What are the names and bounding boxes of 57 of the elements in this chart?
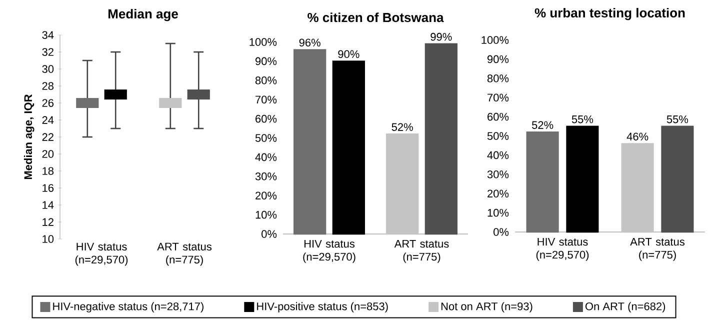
data-label: 90% [338, 50, 360, 58]
y-tick-label: 0% [494, 228, 509, 236]
y-tick-label: 20 [42, 150, 54, 158]
y-tick-label: 20% [488, 190, 509, 198]
y-tick-label: 50% [487, 132, 509, 140]
legend-label: On ART (n=682) [585, 302, 666, 312]
y-tick-label: 16 [42, 184, 54, 192]
data-label: 46% [626, 132, 648, 140]
y-tick-label: 34 [42, 31, 54, 39]
y-tick-label: 70% [256, 96, 277, 104]
y-tick-label: 80% [255, 76, 277, 84]
y-tick-label: 30% [487, 170, 509, 178]
y-tick-label: 20% [256, 192, 277, 200]
y-tick-label: 10 [42, 235, 54, 243]
y-tick-label: 40% [255, 153, 277, 162]
y-tick-label: 26 [42, 99, 54, 107]
data-label: 52% [392, 123, 413, 131]
legend-label: HIV-positive status (n=853) [257, 302, 388, 312]
x-tick-label: ART status (n=775) [157, 242, 212, 266]
x-tick-label: HIV status (n=29,570) [536, 238, 589, 261]
y-tick-label: 70% [488, 94, 509, 102]
y-tick-label: 40% [487, 151, 509, 160]
chart-title: % urban testing location [534, 8, 685, 20]
data-label: 99% [430, 32, 452, 41]
y-tick-label: 10% [488, 208, 509, 217]
data-label: 52% [532, 121, 554, 129]
y-tick-label: 100% [482, 36, 509, 44]
y-tick-label: 12 [42, 218, 54, 226]
y-tick-label: 24 [42, 116, 54, 124]
data-label: 55% [666, 115, 688, 124]
y-tick-label: 30 [42, 65, 54, 73]
y-tick-label: 100% [250, 38, 277, 46]
y-tick-label: 30% [255, 172, 277, 180]
x-tick-label: ART status (n=775) [394, 240, 449, 263]
legend-label: Not on ART (n=93) [441, 302, 532, 312]
y-tick-label: 80% [487, 74, 509, 82]
y-tick-label: 50% [255, 134, 277, 142]
y-tick-label: 32 [42, 48, 54, 56]
y-tick-label: 14 [42, 201, 54, 209]
y-tick-label: 10% [256, 210, 277, 219]
y-tick-label: 90% [488, 55, 509, 64]
data-label: 96% [299, 38, 320, 46]
y-tick-label: 22 [42, 133, 54, 141]
x-tick-label: HIV status (n=29,570) [303, 240, 356, 263]
y-axis-title: Median age, IQR [24, 94, 34, 180]
y-tick-label: 0% [262, 230, 277, 238]
x-tick-label: ART status (n=775) [630, 238, 684, 261]
y-tick-label: 18 [42, 167, 54, 175]
y-tick-label: 60% [256, 114, 277, 123]
y-tick-label: 90% [256, 57, 277, 66]
x-tick-label: HIV status (n=29,570) [75, 242, 128, 266]
chart-title: % citizen of Botswana [308, 12, 444, 22]
chart-title: Median age [108, 8, 178, 22]
y-tick-label: 60% [488, 112, 509, 121]
y-tick-label: 28 [42, 82, 54, 90]
data-label: 55% [572, 115, 594, 124]
legend-label: HIV-negative status (n=28,717) [53, 302, 204, 312]
